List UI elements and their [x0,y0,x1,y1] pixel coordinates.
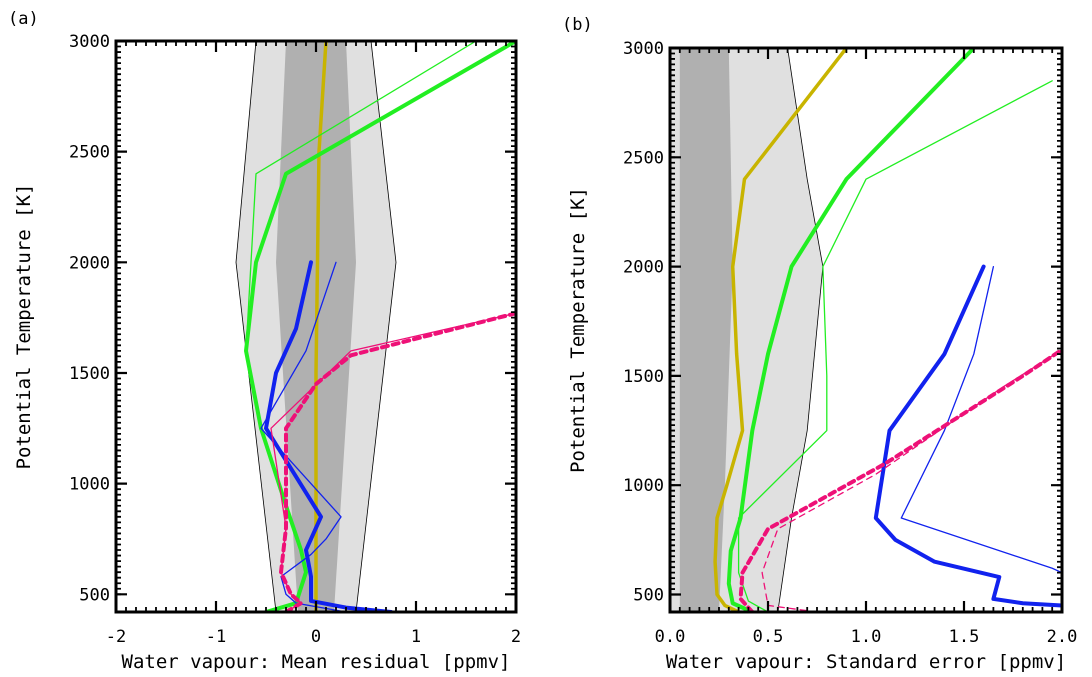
panel-b-series-4 [900,265,1062,574]
panel-b-series-0 [713,48,849,612]
panel-a-plot-area [235,41,516,612]
y-tick-label: 1500 [623,367,664,387]
panel-a-series-2 [245,41,477,612]
panel-b-series-1 [726,48,976,612]
panel-b-band-1 [679,48,733,612]
panel-b-x-axis-title: Water vapour: Standard error [ppmv] [666,651,1066,673]
panel-b-series-3 [873,264,1062,608]
y-tick-label: 2500 [69,143,110,163]
x-tick-label: 1.5 [949,627,980,647]
panel-a-label: (a) [8,9,39,29]
panel-b-series-5 [738,347,1062,612]
x-tick-label: 0.5 [753,627,784,647]
panel-a-series-4 [260,261,347,612]
y-tick-label: 2500 [623,148,664,168]
y-tick-label: 3000 [623,39,664,59]
y-tick-label: 500 [79,585,110,605]
panel-a-series-3 [264,260,393,612]
y-tick-label: 2000 [69,253,110,273]
panel-b-major-ticks [668,46,1064,612]
panel-b-standard-error: 0.0 0.5 1.0 1.5 2.0 500 1000 1500 2000 2500 3000 (b… [562,15,1077,673]
y-tick-label: 1000 [623,476,664,496]
panel-a-major-ticks [114,39,518,612]
panel-b-y-axis-title: Potential Temperature [K] [567,187,589,473]
x-tick-label: -1 [206,627,226,647]
x-tick-label: 1.0 [851,627,882,647]
panel-a-series-0 [314,41,328,612]
panel-a-series-6 [270,312,516,612]
y-tick-label: 1000 [69,475,110,495]
x-tick-label: 2.0 [1047,627,1078,647]
x-tick-label: 1 [411,627,421,647]
y-tick-label: 1500 [69,364,110,384]
panel-a-y-axis-title: Potential Temperature [K] [13,184,35,470]
y-tick-label: 500 [633,586,664,606]
panel-b-series-2 [737,80,1053,612]
x-tick-label: 2 [511,627,521,647]
panel-a-x-axis-title: Water vapour: Mean residual [ppmv] [122,651,511,673]
y-tick-label: 3000 [69,32,110,52]
x-tick-label: 0.0 [655,627,686,647]
x-tick-label: -2 [106,627,126,647]
x-tick-label: 0 [311,627,321,647]
y-tick-label: 2000 [623,258,664,278]
panel-b-label: (b) [562,15,593,35]
panel-b-plot-area [670,48,1062,612]
